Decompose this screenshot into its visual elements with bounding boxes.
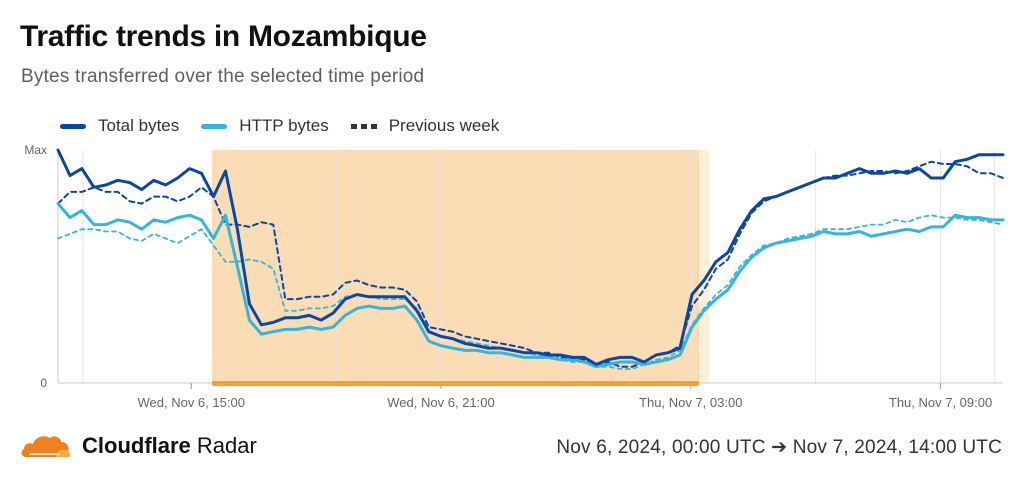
- x-tick-label-2: Thu, Nov 7, 03:00: [639, 395, 742, 410]
- chart-subtitle: Bytes transferred over the selected time…: [21, 66, 425, 87]
- brand-name: Cloudflare Radar: [82, 433, 257, 458]
- series-line-http-bytes: [56, 202, 1005, 369]
- date-range: Nov 6, 2024, 00:00 UTC ➔ Nov 7, 2024, 14…: [556, 437, 1002, 458]
- series-line-total-bytes: [56, 148, 1005, 366]
- highlight-band: [212, 150, 700, 383]
- cloudflare-radar-logo: Cloudflare Radar: [20, 433, 257, 459]
- legend-label-http: HTTP bytes: [239, 116, 329, 135]
- x-tick-label-0: Wed, Nov 6, 15:00: [137, 395, 244, 410]
- x-tick-label-3: Thu, Nov 7, 09:00: [889, 395, 992, 410]
- legend-swatch-total: [60, 123, 86, 129]
- legend-item-previous-week[interactable]: Previous week: [350, 116, 500, 136]
- legend-item-http[interactable]: HTTP bytes: [201, 116, 329, 136]
- legend-item-total[interactable]: Total bytes: [60, 116, 179, 136]
- legend-label-previous-week: Previous week: [388, 116, 500, 135]
- y-tick-label-1: Max: [24, 143, 47, 157]
- y-tick-label-0: 0: [40, 376, 47, 390]
- legend-label-total: Total bytes: [98, 116, 180, 135]
- legend-swatch-previous-week: [350, 123, 377, 129]
- cloudflare-cloud-icon: [21, 436, 71, 457]
- legend-swatch-http: [201, 123, 228, 129]
- highlight-band-edge: [699, 150, 710, 383]
- chart-title: Traffic trends in Mozambique: [20, 20, 427, 53]
- traffic-chart[interactable]: 0 Max Wed, Nov 6, 15:00 Wed, Nov 6, 21:00 Th…: [0, 140, 1024, 420]
- x-tick-label-1: Wed, Nov 6, 21:00: [387, 395, 494, 410]
- highlight-range-bar: [212, 381, 700, 386]
- series-line-previous-week-http: [57, 214, 1004, 370]
- chart-legend: Total bytes HTTP bytes Previous week: [60, 116, 521, 136]
